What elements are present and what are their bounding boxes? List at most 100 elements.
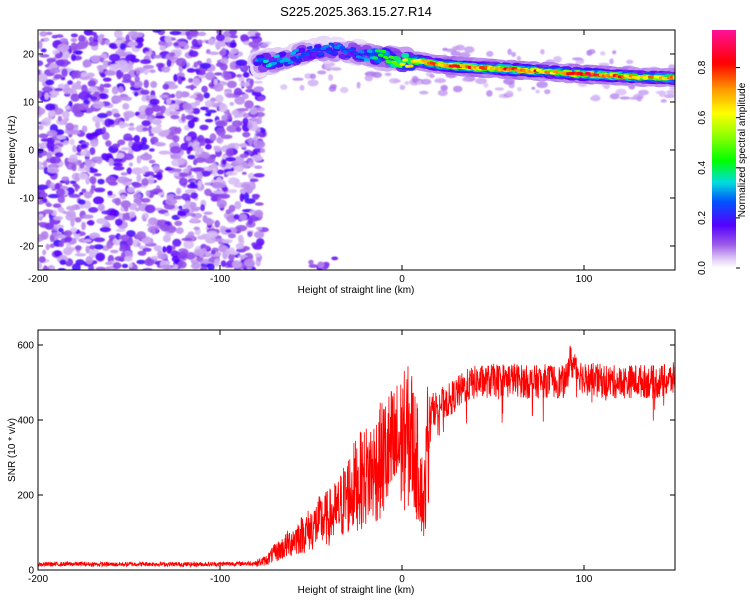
noise-blob <box>215 94 224 104</box>
noise-blob <box>247 121 253 130</box>
ridge-segment <box>294 57 303 64</box>
noise-blob <box>80 72 88 77</box>
noise-blob <box>115 152 125 159</box>
noise-blob <box>166 98 172 105</box>
noise-blob <box>205 143 212 150</box>
ridge-segment <box>287 60 294 65</box>
noise-blob <box>505 90 514 97</box>
noise-blob <box>172 135 180 143</box>
noise-blob <box>317 261 325 269</box>
noise-blob <box>225 229 232 233</box>
noise-blob <box>225 148 235 157</box>
noise-blob <box>98 92 107 100</box>
noise-blob <box>136 242 141 248</box>
noise-blob <box>187 154 196 160</box>
ridge-segment <box>383 55 389 60</box>
noise-blob <box>121 263 129 269</box>
noise-blob <box>97 64 104 73</box>
noise-blob <box>170 146 182 154</box>
noise-blob <box>324 62 333 70</box>
noise-blob <box>197 134 205 143</box>
noise-blob <box>38 161 42 169</box>
noise-blob <box>212 168 218 177</box>
noise-blob <box>141 120 151 127</box>
noise-blob <box>204 188 212 196</box>
noise-blob <box>97 203 105 212</box>
noise-blob <box>54 183 61 190</box>
noise-blob <box>223 37 232 43</box>
noise-blob <box>102 59 109 69</box>
noise-blob <box>127 41 138 47</box>
noise-blob <box>126 230 136 238</box>
noise-blob <box>109 209 120 218</box>
noise-blob <box>152 105 162 112</box>
ridge-segment <box>289 56 298 62</box>
ridge-segment <box>271 61 277 66</box>
y-tick-label: 0 <box>28 566 34 577</box>
noise-blob <box>329 84 337 89</box>
noise-blob <box>93 237 106 243</box>
noise-blob <box>137 250 147 256</box>
noise-blob <box>144 171 155 176</box>
noise-blob <box>43 160 48 168</box>
noise-blob <box>120 252 126 260</box>
noise-blob <box>226 80 237 89</box>
noise-blob <box>120 200 131 209</box>
noise-blob <box>105 261 113 266</box>
noise-blob <box>181 113 186 123</box>
noise-blob <box>177 211 187 217</box>
noise-blob <box>126 237 134 247</box>
noise-blob <box>116 60 128 69</box>
noise-blob <box>669 86 675 90</box>
noise-blob <box>62 210 67 215</box>
noise-blob <box>45 103 56 111</box>
noise-blob <box>205 109 217 114</box>
noise-blob <box>227 177 240 185</box>
noise-blob <box>227 112 232 120</box>
snr-frame <box>37 329 676 571</box>
noise-blob <box>536 81 548 89</box>
noise-blob <box>57 115 63 122</box>
noise-blob <box>46 140 55 150</box>
noise-blob <box>187 119 195 129</box>
noise-blob <box>152 30 162 33</box>
noise-blob <box>67 158 79 163</box>
noise-blob <box>120 194 127 200</box>
noise-blob <box>100 73 106 78</box>
noise-blob <box>40 231 49 240</box>
noise-blob <box>149 98 160 106</box>
ridge-segment <box>306 45 313 50</box>
noise-blob <box>74 217 82 223</box>
noise-blob <box>118 212 123 220</box>
noise-blob <box>216 127 226 137</box>
noise-blob <box>38 69 41 75</box>
noise-blob <box>248 160 253 165</box>
noise-blob <box>92 101 105 109</box>
spectrogram-xlabel: Height of straight line (km) <box>298 285 415 296</box>
noise-blob <box>233 91 246 96</box>
noise-blob <box>162 246 167 253</box>
noise-blob <box>65 122 74 131</box>
noise-blob <box>231 120 243 127</box>
noise-blob <box>136 173 142 183</box>
noise-blob <box>148 175 155 185</box>
noise-blob <box>94 91 100 96</box>
noise-blob <box>169 110 180 116</box>
noise-blob <box>55 53 62 59</box>
noise-blob <box>81 214 94 219</box>
noise-blob <box>168 103 180 111</box>
noise-blob <box>145 190 151 197</box>
noise-blob <box>93 173 102 177</box>
noise-blob <box>553 56 562 63</box>
ridge-segment <box>298 54 305 59</box>
noise-blob <box>160 224 170 232</box>
noise-blob <box>393 79 402 83</box>
noise-blob <box>196 39 203 45</box>
noise-blob <box>215 120 228 127</box>
noise-blob <box>180 76 186 82</box>
noise-blob <box>598 62 610 66</box>
noise-blob <box>161 66 171 73</box>
noise-blob <box>214 40 222 49</box>
noise-blob <box>69 130 81 135</box>
